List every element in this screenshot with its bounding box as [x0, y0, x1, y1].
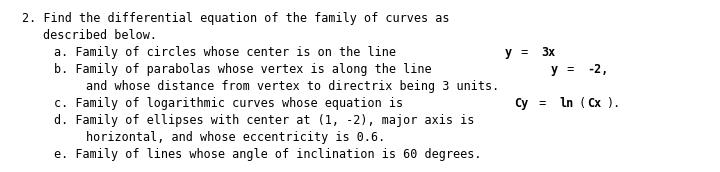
Text: horizontal, and whose eccentricity is 0.6.: horizontal, and whose eccentricity is 0.…: [86, 131, 386, 144]
Text: c. Family of logarithmic curves whose equation is: c. Family of logarithmic curves whose eq…: [54, 97, 410, 110]
Text: e. Family of lines whose angle of inclination is 60 degrees.: e. Family of lines whose angle of inclin…: [54, 148, 482, 161]
Text: described below.: described below.: [43, 29, 157, 42]
Text: 2. Find the differential equation of the family of curves as: 2. Find the differential equation of the…: [22, 12, 449, 25]
Text: ln: ln: [559, 97, 574, 110]
Text: b. Family of parabolas whose vertex is along the line: b. Family of parabolas whose vertex is a…: [54, 63, 438, 76]
Text: ).: ).: [606, 97, 620, 110]
Text: 3x: 3x: [541, 46, 556, 59]
Text: and whose distance from vertex to directrix being 3 units.: and whose distance from vertex to direct…: [86, 80, 500, 93]
Text: y: y: [551, 63, 557, 76]
Text: (: (: [578, 97, 585, 110]
Text: =: =: [513, 46, 535, 59]
Text: a. Family of circles whose center is on the line: a. Family of circles whose center is on …: [54, 46, 403, 59]
Text: =: =: [532, 97, 554, 110]
Text: =: =: [559, 63, 581, 76]
Text: Cx: Cx: [588, 97, 601, 110]
Text: y: y: [505, 46, 512, 59]
Text: Cy: Cy: [513, 97, 528, 110]
Text: d. Family of ellipses with center at (1, -2), major axis is: d. Family of ellipses with center at (1,…: [54, 114, 474, 127]
Text: -2,: -2,: [588, 63, 608, 76]
